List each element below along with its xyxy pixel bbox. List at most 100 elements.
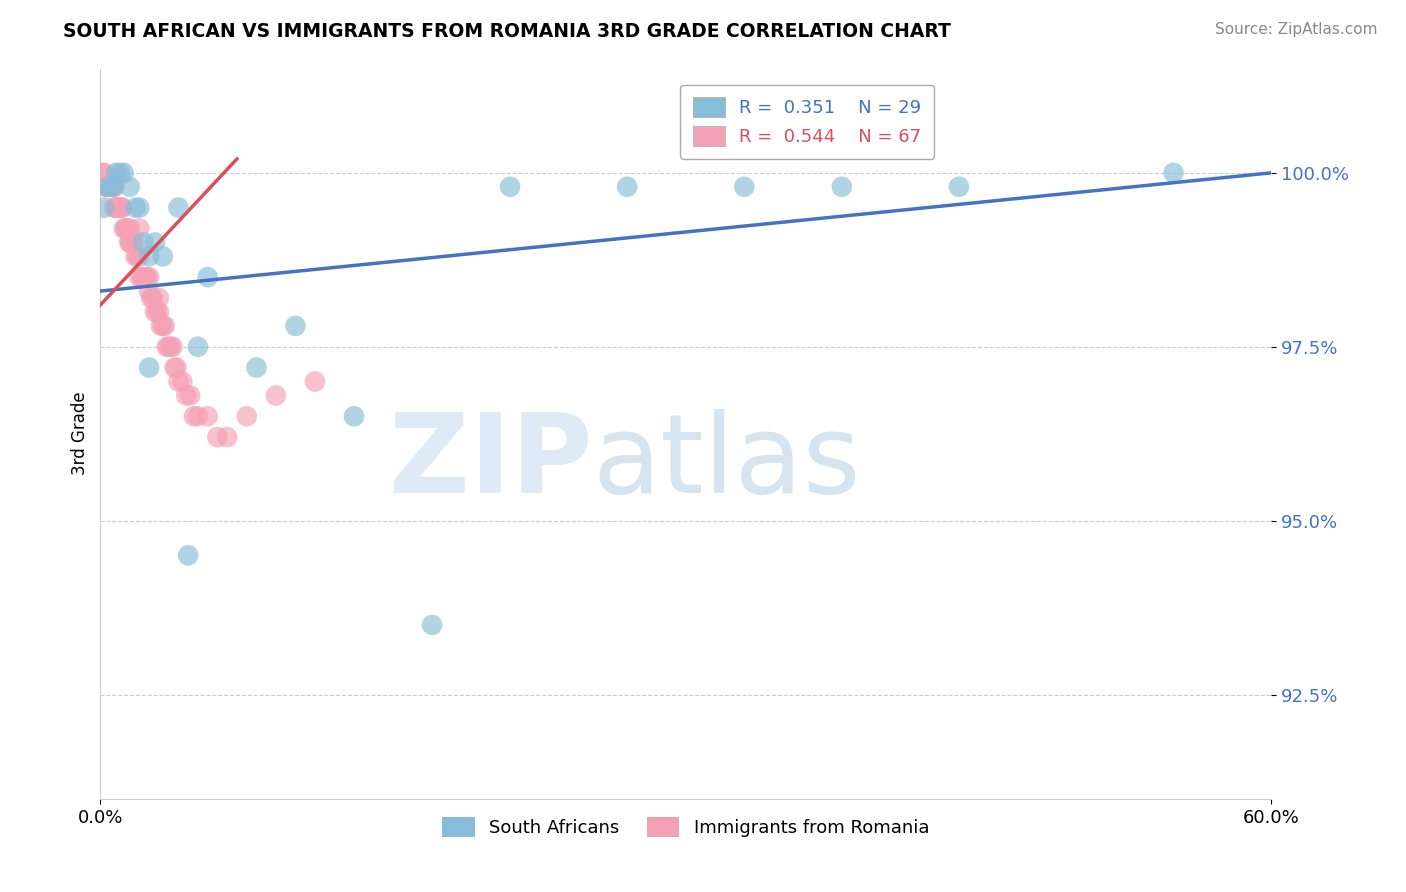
Point	[1163, 166, 1185, 180]
Point	[111, 201, 134, 215]
Point	[159, 340, 181, 354]
Text: atlas: atlas	[592, 409, 860, 516]
Point	[121, 235, 143, 250]
Point	[343, 409, 366, 424]
Point	[217, 430, 239, 444]
Point	[128, 249, 150, 263]
Point	[134, 270, 156, 285]
Point	[91, 166, 114, 180]
Point	[127, 249, 149, 263]
Point	[167, 375, 190, 389]
Point	[128, 270, 150, 285]
Point	[207, 430, 229, 444]
Point	[114, 221, 136, 235]
Point	[179, 388, 201, 402]
Point	[93, 166, 115, 180]
Point	[163, 360, 186, 375]
Point	[131, 270, 153, 285]
Point	[128, 201, 150, 215]
Point	[97, 179, 120, 194]
Point	[264, 388, 287, 402]
Point	[104, 201, 127, 215]
Point	[499, 179, 522, 194]
Legend: South Africans, Immigrants from Romania: South Africans, Immigrants from Romania	[434, 810, 936, 845]
Point	[132, 270, 155, 285]
Point	[187, 409, 209, 424]
Point	[148, 291, 170, 305]
Point	[124, 201, 146, 215]
Point	[948, 179, 970, 194]
Point	[138, 249, 160, 263]
Point	[174, 388, 197, 402]
Point	[149, 318, 172, 333]
Point	[142, 291, 165, 305]
Point	[831, 179, 853, 194]
Point	[96, 179, 118, 194]
Point	[156, 340, 179, 354]
Point	[235, 409, 257, 424]
Point	[107, 201, 129, 215]
Point	[103, 179, 125, 194]
Point	[197, 270, 219, 285]
Point	[138, 270, 160, 285]
Point	[153, 318, 176, 333]
Point	[104, 166, 127, 180]
Point	[197, 409, 219, 424]
Point	[98, 179, 121, 194]
Point	[108, 201, 131, 215]
Point	[284, 318, 307, 333]
Point	[187, 340, 209, 354]
Point	[146, 305, 169, 319]
Point	[97, 179, 120, 194]
Point	[139, 291, 162, 305]
Y-axis label: 3rd Grade: 3rd Grade	[72, 392, 89, 475]
Point	[124, 249, 146, 263]
Point	[93, 201, 115, 215]
Point	[111, 201, 134, 215]
Point	[132, 235, 155, 250]
Point	[143, 305, 166, 319]
Point	[114, 221, 136, 235]
Point	[118, 221, 141, 235]
Text: ZIP: ZIP	[388, 409, 592, 516]
Text: SOUTH AFRICAN VS IMMIGRANTS FROM ROMANIA 3RD GRADE CORRELATION CHART: SOUTH AFRICAN VS IMMIGRANTS FROM ROMANIA…	[63, 22, 950, 41]
Text: Source: ZipAtlas.com: Source: ZipAtlas.com	[1215, 22, 1378, 37]
Point	[167, 201, 190, 215]
Point	[157, 340, 180, 354]
Point	[118, 235, 141, 250]
Point	[112, 166, 135, 180]
Point	[108, 201, 131, 215]
Point	[107, 201, 129, 215]
Point	[183, 409, 205, 424]
Point	[118, 235, 141, 250]
Point	[136, 270, 159, 285]
Point	[152, 249, 174, 263]
Point	[128, 221, 150, 235]
Point	[103, 201, 125, 215]
Point	[112, 221, 135, 235]
Point	[245, 360, 267, 375]
Point	[96, 179, 118, 194]
Point	[98, 179, 121, 194]
Point	[304, 375, 326, 389]
Point	[101, 179, 124, 194]
Point	[152, 318, 174, 333]
Point	[177, 549, 200, 563]
Point	[138, 284, 160, 298]
Point	[101, 179, 124, 194]
Point	[118, 179, 141, 194]
Point	[616, 179, 638, 194]
Point	[122, 235, 145, 250]
Point	[143, 235, 166, 250]
Point	[172, 375, 194, 389]
Point	[97, 179, 120, 194]
Point	[733, 179, 755, 194]
Point	[98, 179, 121, 194]
Point	[103, 179, 125, 194]
Point	[108, 166, 131, 180]
Point	[138, 360, 160, 375]
Point	[104, 201, 127, 215]
Point	[165, 360, 187, 375]
Point	[117, 221, 139, 235]
Point	[148, 305, 170, 319]
